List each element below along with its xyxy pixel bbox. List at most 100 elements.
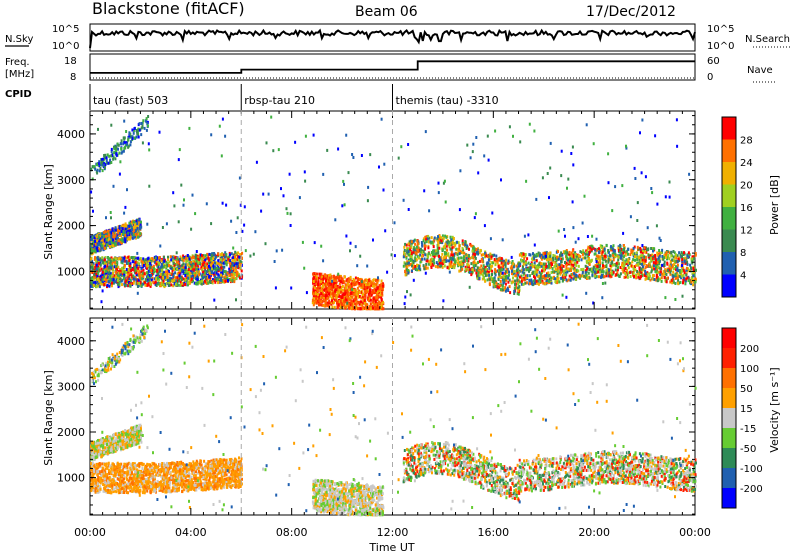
range-gate-cell xyxy=(651,253,654,257)
range-gate-cell xyxy=(189,264,192,268)
range-gate-cell xyxy=(137,256,140,260)
range-gate-cell xyxy=(139,232,142,236)
range-gate-cell xyxy=(577,264,580,268)
range-gate-cell xyxy=(373,287,376,291)
range-gate-cell xyxy=(348,285,351,289)
range-gate-cell xyxy=(588,258,590,261)
range-gate-cell xyxy=(132,220,135,224)
range-gate-cell xyxy=(150,274,153,277)
range-gate-cell xyxy=(91,259,94,263)
range-gate-cell xyxy=(221,269,224,273)
range-gate-cell xyxy=(461,246,464,250)
range-gate-cell xyxy=(93,273,96,277)
range-gate-cell xyxy=(171,266,174,270)
range-gate-cell xyxy=(443,244,446,248)
range-gate-cell xyxy=(105,277,108,281)
range-gate-cell xyxy=(196,259,198,263)
range-gate-cell xyxy=(161,272,164,276)
range-gate-cell xyxy=(323,303,325,307)
range-gate-cell xyxy=(346,293,349,297)
range-gate-cell xyxy=(435,251,438,255)
range-gate-cell xyxy=(450,248,453,252)
range-gate-cell xyxy=(403,252,406,256)
range-gate-cell xyxy=(473,247,476,251)
range-gate-cell xyxy=(460,256,463,260)
range-gate-cell xyxy=(381,287,384,291)
range-gate-cell xyxy=(328,299,331,303)
range-gate-cell xyxy=(122,232,124,236)
range-gate-cell xyxy=(537,264,539,268)
range-gate-cell xyxy=(320,289,323,293)
range-gate-cell xyxy=(567,258,569,262)
range-gate-cell xyxy=(364,285,367,289)
range-gate-cell xyxy=(502,261,505,265)
range-gate-cell xyxy=(513,286,516,290)
range-gate-cell xyxy=(464,240,467,244)
range-gate-cell xyxy=(450,243,453,247)
range-gate-cell xyxy=(215,266,217,270)
range-gate-cell xyxy=(129,237,132,241)
range-gate-cell xyxy=(154,268,157,272)
range-gate-cell xyxy=(572,255,575,259)
range-gate-cell xyxy=(375,288,378,292)
range-gate-cell xyxy=(101,238,104,242)
range-gate-cell xyxy=(117,257,120,261)
range-gate-cell xyxy=(460,262,463,266)
range-gate-cell xyxy=(94,283,97,286)
range-gate-cell xyxy=(457,264,460,268)
range-gate-cell xyxy=(215,278,218,282)
range-gate-cell xyxy=(229,278,232,282)
range-gate-cell xyxy=(181,268,184,272)
range-gate-cell xyxy=(679,270,682,274)
range-gate-cell xyxy=(691,261,694,265)
range-gate-cell xyxy=(180,283,183,287)
range-gate-cell xyxy=(424,265,427,269)
range-gate-cell xyxy=(115,266,118,270)
range-gate-cell xyxy=(225,277,228,281)
range-gate-cell xyxy=(373,282,375,286)
range-gate-cell xyxy=(528,266,531,270)
range-gate-cell xyxy=(140,126,143,130)
range-gate-cell xyxy=(656,261,659,264)
range-gate-cell xyxy=(565,261,568,265)
range-gate-cell xyxy=(117,233,120,237)
range-gate-cell xyxy=(228,267,231,271)
range-gate-cell xyxy=(406,260,409,264)
range-gate-cell xyxy=(120,231,123,235)
range-gate-cell xyxy=(91,267,94,271)
range-gate-cell xyxy=(565,264,568,268)
range-gate-cell xyxy=(145,275,148,279)
range-gate-cell xyxy=(462,256,465,260)
range-gate-cell xyxy=(622,244,625,247)
range-gate-cell xyxy=(568,255,571,259)
range-gate-cell xyxy=(165,277,168,281)
range-gate-cell xyxy=(238,255,241,259)
range-gate-cell xyxy=(548,263,551,267)
range-gate-cell xyxy=(529,264,532,268)
range-gate-cell xyxy=(531,263,534,266)
range-gate-cell xyxy=(414,249,417,253)
range-gate-cell xyxy=(141,124,144,128)
range-gate-cell xyxy=(476,276,479,280)
range-gate-cell xyxy=(579,255,582,259)
range-gate-cell xyxy=(106,267,109,271)
nave-tick-bottom: 0 xyxy=(707,72,713,83)
range-gate-cell xyxy=(423,244,426,248)
range-gate-cell xyxy=(160,259,163,263)
range-gate-cell xyxy=(320,275,323,279)
range-gate-cell xyxy=(508,261,511,264)
range-gate-cell xyxy=(534,278,537,282)
range-gate-cell xyxy=(117,285,120,289)
range-gate-cell xyxy=(317,288,320,292)
range-gate-cell xyxy=(90,284,93,288)
range-gate-cell xyxy=(122,142,125,146)
range-gate-cell xyxy=(380,282,383,286)
range-gate-cell xyxy=(327,301,330,305)
range-gate-cell xyxy=(676,266,679,270)
range-gate-cell xyxy=(343,289,346,293)
range-gate-cell xyxy=(586,247,589,251)
range-gate-cell xyxy=(116,271,118,275)
range-gate-cell xyxy=(360,285,363,289)
range-gate-cell xyxy=(533,261,536,265)
range-gate-cell xyxy=(520,274,523,278)
